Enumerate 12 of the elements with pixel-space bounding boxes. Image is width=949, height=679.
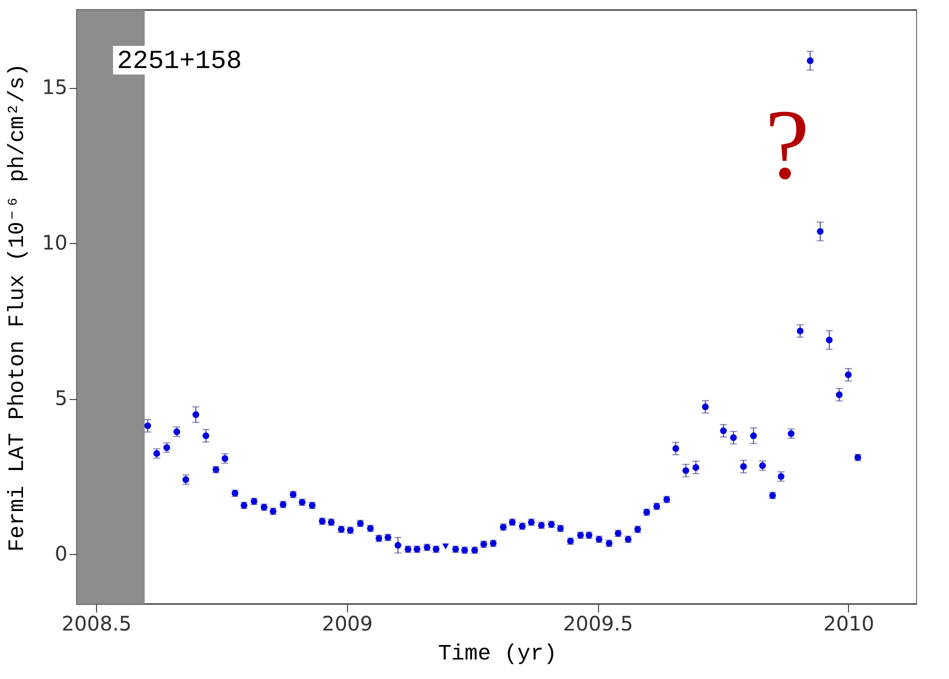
x-tick-label: 2009: [322, 612, 373, 636]
y-tick-label: 15: [42, 75, 68, 100]
x-axis-title: Time (yr): [438, 642, 557, 666]
y-axis-title: Fermi LAT Photon Flux (10⁻⁶ ph/cm²/s): [5, 63, 30, 552]
annotation: 2251+158: [117, 46, 242, 76]
x-tick-label: 2010: [823, 612, 874, 636]
x-tick-label: 2009.5: [563, 612, 634, 636]
y-tick-label: 5: [54, 386, 68, 410]
y-tick-label: 10: [42, 230, 68, 255]
annotation: ?: [765, 89, 810, 200]
y-tick-label: 0: [54, 542, 68, 566]
x-tick-label: 2008.5: [62, 612, 132, 636]
